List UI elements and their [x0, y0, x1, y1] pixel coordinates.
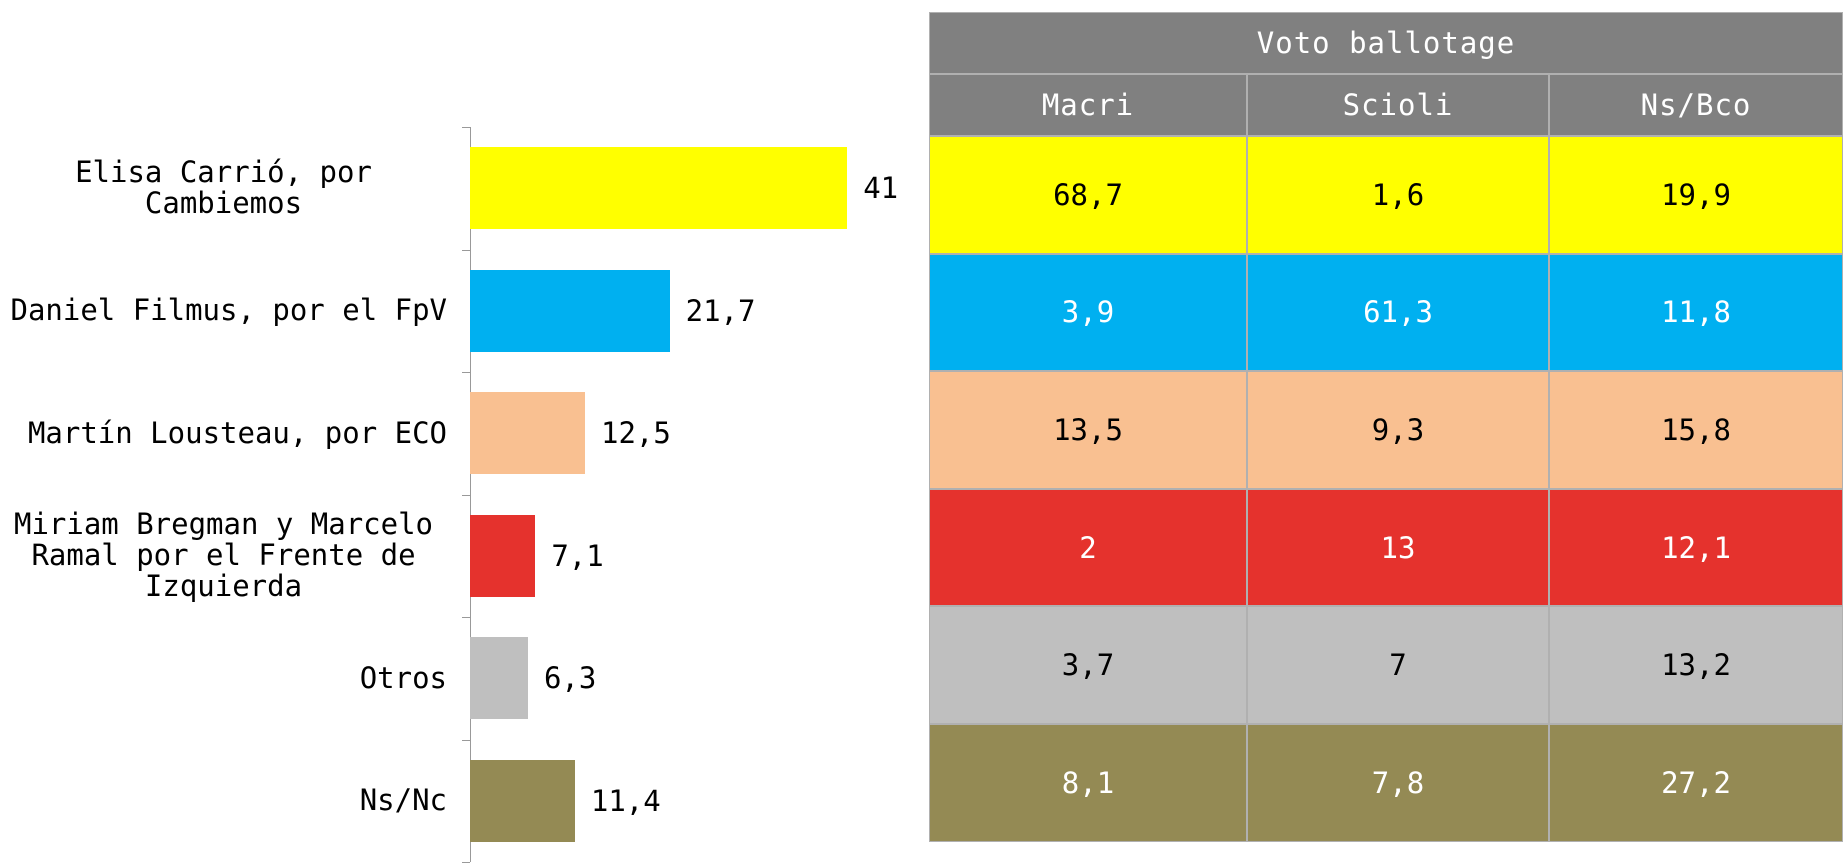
value-label: 11,4	[590, 783, 661, 818]
table-cell: 1,6	[1247, 136, 1549, 254]
table-cell: 27,2	[1549, 724, 1843, 842]
table-title: Voto ballotage	[929, 12, 1843, 74]
table-cell: 7,8	[1247, 724, 1549, 842]
bar	[470, 392, 585, 475]
table-cell: 15,8	[1549, 371, 1843, 489]
tick	[462, 494, 470, 496]
category-label-box: Otros	[360, 617, 447, 740]
column-header: Scioli	[1247, 74, 1549, 136]
table-cell: 13	[1247, 488, 1549, 607]
category-label-box: Martín Lousteau, por ECO	[28, 372, 447, 495]
table-cell: 3,7	[929, 606, 1247, 724]
column-header: Macri	[929, 74, 1247, 136]
category-label-box: Elisa Carrió, por Cambiemos	[0, 127, 447, 250]
table-cell: 13,2	[1549, 606, 1843, 724]
table-cell: 12,1	[1549, 488, 1843, 607]
column-header: Ns/Bco	[1549, 74, 1843, 136]
table-cell: 9,3	[1247, 371, 1549, 489]
category-label: Elisa Carrió, por Cambiemos	[75, 155, 372, 221]
category-label: Daniel Filmus, por el FpV	[10, 293, 448, 328]
table-cell: 13,5	[929, 371, 1247, 489]
value-label: 6,3	[543, 661, 597, 696]
category-label: Martín Lousteau, por ECO	[27, 415, 447, 450]
table-cell: 7	[1247, 606, 1549, 724]
category-label-box: Daniel Filmus, por el FpV	[11, 250, 448, 373]
table-cell: 19,9	[1549, 136, 1843, 254]
category-label-box: Ns/Nc	[360, 740, 447, 863]
y-axis	[470, 127, 471, 862]
table-cell: 11,8	[1549, 253, 1843, 372]
tick	[462, 249, 470, 251]
value-label: 7,1	[551, 538, 604, 573]
bar	[470, 269, 670, 352]
category-label: Miriam Bregman y Marcelo Ramal por el Fr…	[13, 507, 434, 604]
table-cell: 3,9	[929, 253, 1247, 372]
value-label: 21,7	[685, 293, 756, 328]
tick	[462, 739, 470, 741]
table-cell: 68,7	[929, 136, 1247, 254]
table-cell: 2	[929, 488, 1247, 607]
tick	[462, 617, 470, 618]
tick	[462, 372, 470, 373]
category-label-box: Miriam Bregman y Marcelo Ramal por el Fr…	[0, 495, 447, 618]
tick	[462, 127, 470, 128]
table-cell: 8,1	[929, 724, 1247, 842]
bar	[470, 514, 536, 597]
value-label: 41	[863, 171, 899, 206]
bar	[470, 637, 528, 720]
bar	[470, 147, 848, 230]
value-label: 12,5	[601, 416, 671, 451]
category-label: Otros	[359, 660, 447, 695]
category-label: Ns/Nc	[359, 783, 447, 818]
table-cell: 61,3	[1247, 253, 1549, 372]
bar	[470, 759, 575, 842]
